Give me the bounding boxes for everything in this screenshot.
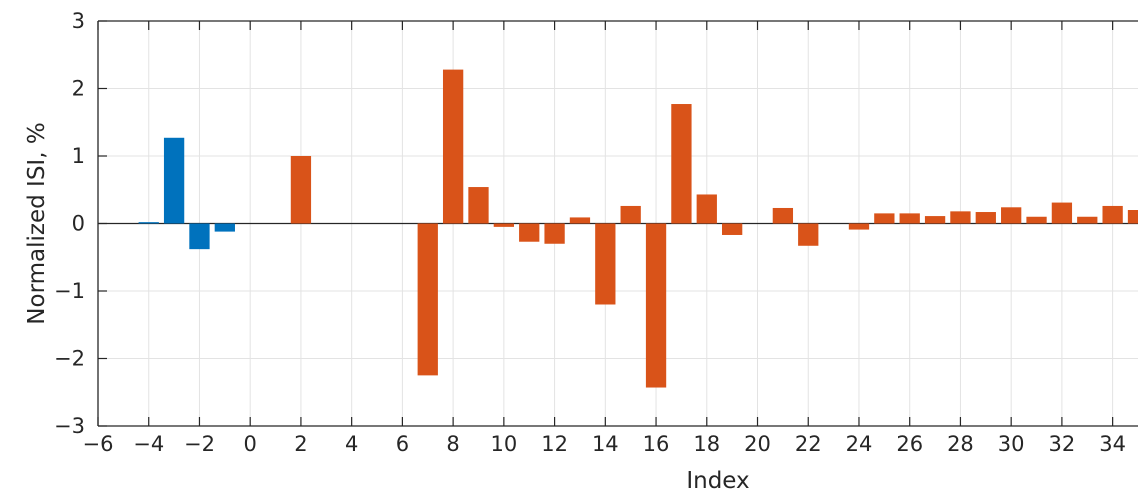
y-tick-label: −3 <box>54 414 85 438</box>
bar-series-2 <box>1051 202 1073 224</box>
bar-series-2 <box>874 213 895 224</box>
bar-series-1 <box>163 137 185 224</box>
y-tick-label: −1 <box>54 279 85 303</box>
x-tick-label: 0 <box>244 432 257 456</box>
bar-series-2 <box>848 223 870 230</box>
x-tick-label: 32 <box>1049 432 1076 456</box>
bar-series-2 <box>671 104 692 224</box>
bar-series-2 <box>1077 216 1098 224</box>
bar-series-2 <box>290 156 312 224</box>
bar-series-2 <box>1026 216 1047 224</box>
bar-series-2 <box>1127 210 1138 224</box>
bar-series-2 <box>569 217 591 224</box>
x-tick-label: −4 <box>133 432 164 456</box>
y-tick-label: 3 <box>72 9 85 33</box>
x-tick-label: 16 <box>643 432 670 456</box>
x-tick-label: 4 <box>345 432 358 456</box>
bar-series-2 <box>442 69 464 224</box>
bar-series-2 <box>493 223 514 227</box>
x-tick-label: 24 <box>846 432 873 456</box>
x-tick-label: 8 <box>446 432 459 456</box>
y-tick-label: −2 <box>54 347 85 371</box>
y-axis-label: Normalized ISI, % <box>24 122 50 324</box>
x-tick-label: 20 <box>744 432 771 456</box>
bar-series-1 <box>189 223 210 250</box>
x-tick-label: 14 <box>592 432 619 456</box>
bars <box>138 69 1138 388</box>
bar-series-2 <box>620 205 641 224</box>
bar-series-2 <box>519 223 540 242</box>
y-tick-labels: −3 −2 −1 0 1 2 3 <box>54 9 85 438</box>
x-tick-label: −6 <box>83 432 114 456</box>
bar-series-2 <box>772 207 794 224</box>
y-tick-label: 2 <box>72 77 85 101</box>
x-tick-labels: −6 −4 −2 0 2 4 6 8 10 12 14 16 18 20 22 24 26 28 30 32 34 <box>83 432 1126 456</box>
bar-series-2 <box>975 212 996 224</box>
x-tick-label: 34 <box>1099 432 1126 456</box>
bar-series-2 <box>798 223 819 246</box>
y-tick-label: 0 <box>72 212 85 236</box>
bar-series-2 <box>1102 205 1123 224</box>
bar-series-2 <box>645 223 667 388</box>
x-tick-label: 10 <box>490 432 517 456</box>
x-tick-label: 26 <box>896 432 923 456</box>
x-tick-label: 30 <box>998 432 1025 456</box>
axes <box>97 20 1138 427</box>
x-tick-label: 22 <box>795 432 822 456</box>
x-tick-label: 28 <box>947 432 974 456</box>
x-tick-label: 18 <box>693 432 720 456</box>
bar-series-1 <box>138 222 159 224</box>
bar-series-2 <box>595 223 616 305</box>
bar-series-2 <box>722 223 743 235</box>
bar-series-1 <box>214 223 235 232</box>
x-axis-label: Index <box>686 468 749 494</box>
x-tick-label: 12 <box>541 432 568 456</box>
bar-series-2 <box>417 223 438 376</box>
x-tick-label: 2 <box>294 432 307 456</box>
bar-series-2 <box>1001 207 1022 224</box>
bar-series-2 <box>924 216 946 224</box>
y-tick-label: 1 <box>72 144 85 168</box>
bar-series-2 <box>544 223 565 244</box>
bar-series-2 <box>899 213 920 224</box>
x-tick-label: −2 <box>184 432 215 456</box>
x-tick-label: 6 <box>396 432 409 456</box>
bar-series-2 <box>950 211 971 224</box>
bar-series-2 <box>696 194 717 224</box>
bar-series-2 <box>468 187 489 224</box>
